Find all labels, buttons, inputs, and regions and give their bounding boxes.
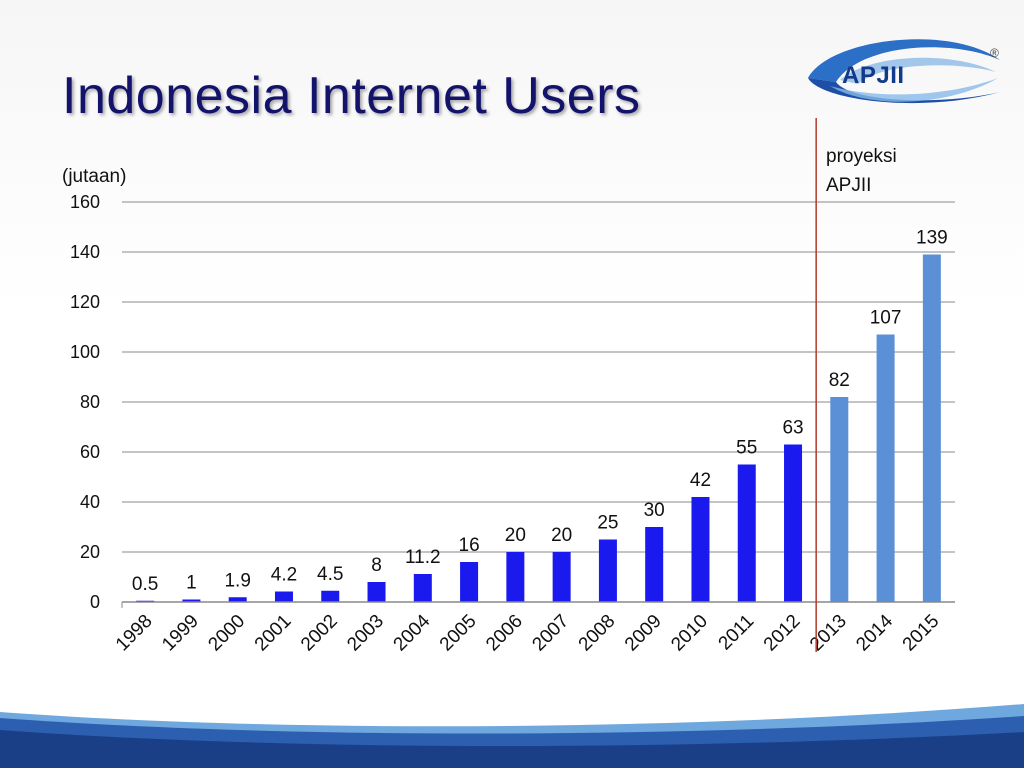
bar-2008 bbox=[598, 539, 617, 602]
y-axis-ticks: 0 20 40 60 80 100 120 140 160 bbox=[70, 192, 100, 612]
x-category-2005: 2005 bbox=[436, 611, 481, 656]
data-label-2013: 82 bbox=[829, 370, 850, 391]
x-category-2002: 2002 bbox=[297, 611, 342, 656]
bar-2000 bbox=[228, 597, 247, 602]
y-tick-label: 140 bbox=[70, 242, 100, 262]
y-tick-label: 60 bbox=[80, 442, 100, 462]
data-labels: 0.5 1 1.9 4.2 4.5 8 11.2 16 20 20 25 30 42 55 63 82 107 1… bbox=[132, 228, 948, 595]
data-label-2001: 4.2 bbox=[271, 565, 297, 586]
x-category-2012: 2012 bbox=[760, 611, 805, 656]
x-category-2006: 2006 bbox=[482, 611, 527, 656]
page-title: Indonesia Internet Users bbox=[62, 67, 641, 125]
data-label-2011: 55 bbox=[736, 438, 757, 459]
x-category-1999: 1999 bbox=[158, 611, 203, 656]
data-label-2004: 11.2 bbox=[405, 547, 441, 568]
x-category-2009: 2009 bbox=[621, 611, 666, 656]
x-category-2007: 2007 bbox=[528, 611, 573, 656]
bar-2003 bbox=[367, 582, 386, 602]
y-tick-label: 80 bbox=[80, 392, 100, 412]
bar-2014 bbox=[876, 334, 895, 602]
registered-mark: ® bbox=[990, 46, 999, 60]
data-label-1999: 1 bbox=[186, 573, 197, 594]
y-tick-label: 120 bbox=[70, 292, 100, 312]
data-label-2012: 63 bbox=[782, 418, 803, 439]
data-label-2015: 139 bbox=[916, 228, 948, 249]
x-category-2014: 2014 bbox=[852, 610, 897, 655]
data-label-2014: 107 bbox=[870, 308, 902, 329]
bar-2004 bbox=[413, 574, 432, 602]
y-tick-label: 40 bbox=[80, 492, 100, 512]
bar-2012 bbox=[784, 444, 803, 602]
data-label-2008: 25 bbox=[597, 513, 618, 534]
bar-2006 bbox=[506, 552, 525, 602]
y-unit-label: (jutaan) bbox=[62, 166, 126, 187]
bar-2005 bbox=[460, 562, 479, 602]
bar-2002 bbox=[321, 590, 340, 602]
y-tick-label: 160 bbox=[70, 192, 100, 212]
y-tick-label: 0 bbox=[90, 592, 100, 612]
data-label-2009: 30 bbox=[644, 500, 665, 521]
data-label-2002: 4.5 bbox=[317, 564, 343, 585]
y-tick-label: 20 bbox=[80, 542, 100, 562]
x-category-1998: 1998 bbox=[112, 611, 157, 656]
grid-lines bbox=[121, 201, 955, 608]
bars bbox=[136, 254, 941, 602]
bottom-swoosh-decoration bbox=[0, 704, 1024, 768]
apjii-logo bbox=[808, 39, 1000, 104]
bar-2001 bbox=[274, 591, 293, 602]
bar-2010 bbox=[691, 497, 710, 602]
bar-1999 bbox=[182, 599, 201, 602]
x-category-2015: 2015 bbox=[899, 611, 944, 656]
x-category-2011: 2011 bbox=[715, 611, 759, 655]
bar-2015 bbox=[922, 254, 941, 602]
x-category-2001: 2001 bbox=[251, 611, 296, 656]
data-label-1998: 0.5 bbox=[132, 574, 158, 595]
x-category-2000: 2000 bbox=[204, 611, 249, 656]
x-category-2013: 2013 bbox=[806, 611, 851, 656]
data-label-2007: 20 bbox=[551, 525, 572, 546]
bar-2013 bbox=[830, 397, 849, 602]
x-category-2004: 2004 bbox=[390, 610, 435, 655]
bar-chart: 0 20 40 60 80 100 120 140 160 0.5 1 1.9 4.2 4.5 8 11.2… bbox=[62, 118, 955, 655]
bar-2007 bbox=[552, 552, 571, 602]
data-label-2000: 1.9 bbox=[224, 570, 250, 591]
logo-text: APJII bbox=[842, 62, 905, 89]
data-label-2006: 20 bbox=[505, 525, 526, 546]
projection-note-line1: proyeksi bbox=[826, 146, 897, 167]
data-label-2010: 42 bbox=[690, 470, 711, 491]
x-category-2003: 2003 bbox=[343, 611, 388, 656]
x-axis-categories: 1998 1999 2000 2001 2002 2003 2004 2005 2006 2007… bbox=[112, 610, 943, 655]
data-label-2005: 16 bbox=[459, 535, 480, 556]
y-tick-label: 100 bbox=[70, 342, 100, 362]
projection-note-line2: APJII bbox=[826, 175, 871, 196]
x-category-2008: 2008 bbox=[575, 611, 620, 656]
data-label-2003: 8 bbox=[371, 555, 382, 576]
bar-2011 bbox=[737, 464, 756, 602]
x-category-2010: 2010 bbox=[667, 611, 712, 656]
bar-2009 bbox=[645, 527, 664, 602]
